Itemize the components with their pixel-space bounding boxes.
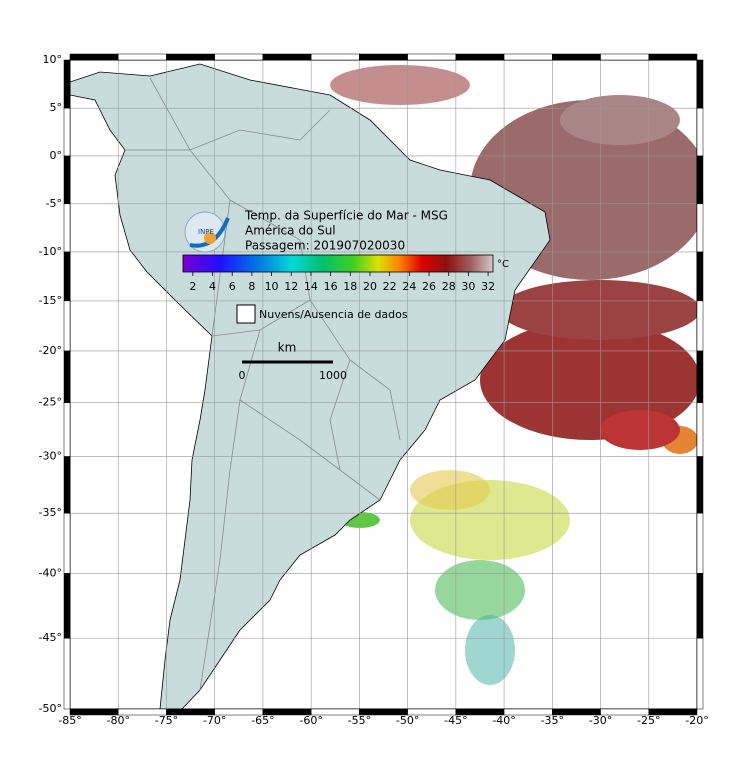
frame-segment	[262, 53, 312, 61]
frame-segment	[63, 573, 71, 639]
x-tick-label: -30°	[589, 714, 612, 727]
x-tick-label: -65°	[251, 714, 274, 727]
y-tick-label: 10°	[43, 53, 63, 66]
x-tick-label: -25°	[637, 714, 660, 727]
y-tick-label: -45°	[39, 631, 62, 644]
colorbar-tick-label: 8	[248, 280, 255, 293]
frame-segment	[696, 203, 704, 253]
x-tick-label: -50°	[396, 714, 419, 727]
y-tick-label: 5°	[50, 101, 63, 114]
colorbar-tick-label: 4	[209, 280, 216, 293]
y-tick-label: -10°	[39, 245, 62, 258]
frame-segment	[117, 53, 167, 61]
frame-segment	[455, 53, 505, 61]
scale-unit: km	[278, 341, 297, 355]
colorbar-ticks: 2 4 6 8 10 12 14 16 18 20 22 24 26 28 30 32	[189, 272, 495, 293]
frame-segment	[214, 53, 264, 61]
frame-segment	[63, 251, 71, 302]
y-tick-label: -50°	[39, 702, 62, 715]
colorbar-tick-label: 22	[383, 280, 397, 293]
logo: INPE	[184, 211, 230, 253]
colorbar-tick-label: 32	[481, 280, 495, 293]
frame-segment	[696, 456, 704, 514]
frame-segment	[407, 53, 457, 61]
borders	[125, 77, 401, 691]
y-tick-label: -20°	[39, 344, 62, 357]
frame-segment	[552, 53, 601, 61]
x-tick-label: -70°	[203, 714, 226, 727]
x-tick-label: -80°	[106, 714, 129, 727]
frame-segment	[63, 107, 71, 157]
x-tick-label: -55°	[348, 714, 371, 727]
frame-segment	[696, 251, 704, 302]
frame-segment	[696, 573, 704, 639]
x-tick-label: -60°	[299, 714, 322, 727]
subtitle: Passagem: 201907020030	[245, 239, 405, 253]
colorbar-tick-label: 28	[442, 280, 456, 293]
frame-segment	[310, 53, 360, 61]
frame-segment	[696, 402, 704, 457]
x-tick-label: -20°	[685, 714, 708, 727]
colorbar-tick-label: 14	[304, 280, 318, 293]
frame-segment	[648, 708, 698, 716]
frame-segment	[696, 512, 704, 574]
frame-segment	[696, 637, 704, 710]
frame-segment	[63, 59, 71, 109]
legend-label: Nuvens/Ausencia de dados	[259, 308, 408, 321]
colorbar-tick-label: 16	[324, 280, 338, 293]
colorbar-tick-label: 2	[189, 280, 196, 293]
scale-label: 0	[239, 369, 246, 382]
frame-segment	[63, 300, 71, 352]
frame-segment	[696, 155, 704, 205]
frame-segment	[648, 53, 698, 61]
colorbar-tick-label: 12	[284, 280, 298, 293]
frame-segment	[359, 53, 408, 61]
frame-segment	[63, 350, 71, 403]
colorbar-tick-label: 30	[461, 280, 475, 293]
colorbar-tick-label: 24	[402, 280, 416, 293]
x-tick-label: -35°	[541, 714, 564, 727]
colorbar	[182, 254, 494, 273]
colorbar-tick-label: 20	[363, 280, 377, 293]
y-tick-label: 0°	[50, 149, 63, 162]
colorbar-tick-label: 10	[265, 280, 279, 293]
frame-segment	[63, 155, 71, 205]
title: Temp. da Superfície do Mar - MSG	[244, 209, 448, 223]
frame-segment	[69, 53, 119, 61]
colorbar-tick-label: 26	[422, 280, 436, 293]
y-tick-label: -5°	[46, 197, 62, 210]
x-tick-label: -75°	[155, 714, 178, 727]
subtitle: América do Sul	[245, 224, 336, 238]
colorbar-unit: °C	[497, 259, 509, 270]
x-tick-label: -85°	[58, 714, 81, 727]
sst-layer	[70, 63, 697, 709]
colorbar-tick-label: 18	[343, 280, 357, 293]
frame-segment	[503, 53, 553, 61]
y-tick-label: -30°	[39, 450, 62, 463]
frame-segment	[166, 53, 215, 61]
frame-segment	[63, 203, 71, 253]
frame-segment	[696, 59, 704, 109]
frame-segment	[63, 402, 71, 457]
legend-swatch	[236, 304, 256, 324]
frame-ticks	[63, 53, 704, 716]
frame-segment	[63, 637, 71, 710]
y-tick-label: -15°	[39, 294, 62, 307]
frame-segment	[696, 107, 704, 157]
colorbar-tick-label: 6	[229, 280, 236, 293]
logo-text: INPE	[198, 228, 214, 236]
y-tick-label: -35°	[39, 506, 62, 519]
y-tick-label: -25°	[39, 396, 62, 409]
frame-segment	[63, 512, 71, 574]
frame-segment	[600, 53, 650, 61]
x-tick-label: -45°	[444, 714, 467, 727]
scale-label: 1000	[319, 369, 347, 382]
frame-segment	[696, 300, 704, 352]
frame-segment	[63, 456, 71, 514]
y-tick-label: -40°	[39, 566, 62, 579]
frame-segment	[696, 350, 704, 403]
x-tick-label: -40°	[492, 714, 515, 727]
